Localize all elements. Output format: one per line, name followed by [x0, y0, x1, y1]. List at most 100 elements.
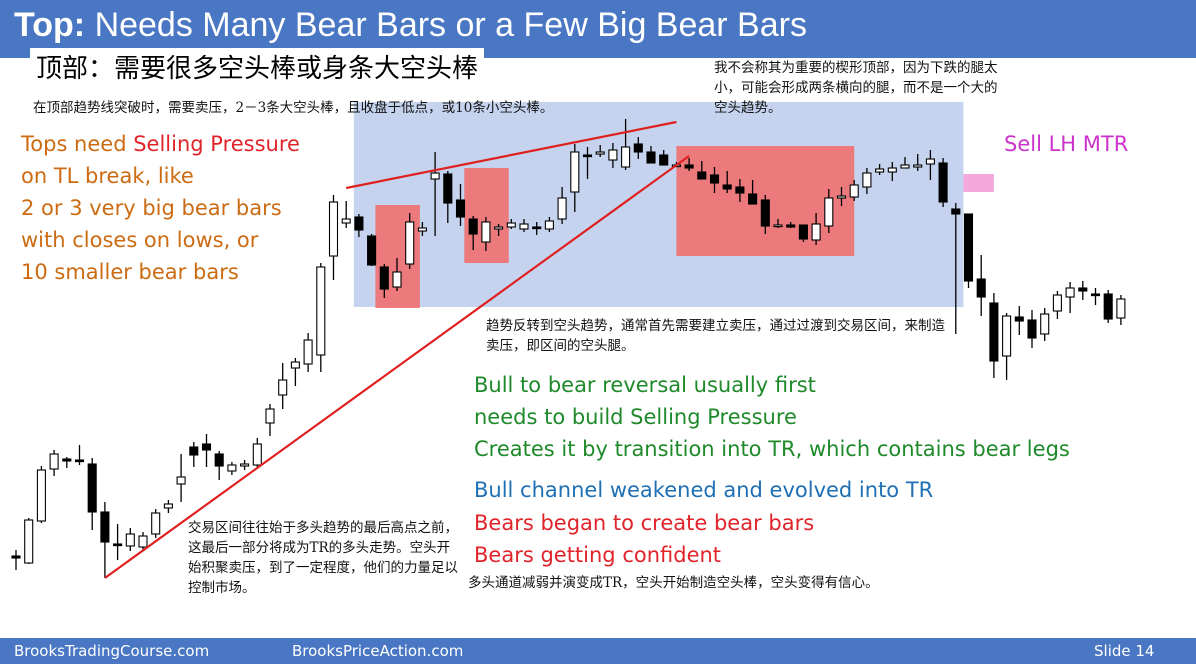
selling-pressure-highlight: Selling Pressure — [133, 132, 300, 156]
bull-candle — [49, 453, 59, 470]
bull-candle — [392, 271, 402, 288]
left-line-4: with closes on lows, or — [21, 228, 259, 252]
bear-candle — [1090, 293, 1101, 297]
bear-candle — [633, 143, 643, 153]
red-line-1: Bears began to create bear bars — [474, 511, 815, 535]
bull-candle — [913, 164, 923, 168]
bull-candle — [608, 149, 618, 161]
bull-candle — [773, 224, 783, 228]
bear-candle — [354, 216, 364, 231]
trading-range-box — [353, 102, 964, 307]
bear-candle — [113, 543, 123, 547]
bear-candle — [214, 453, 224, 467]
bear-candle — [684, 164, 694, 169]
bear-candle — [532, 226, 542, 230]
bear-candle — [722, 184, 732, 190]
left-line-1: Tops need Selling Pressure — [21, 132, 300, 156]
red-text-block: Bears began to create bear bars Bears ge… — [474, 507, 814, 571]
note-wedge-cn: 我不会称其为重要的楔形顶部，因为下跌的腿太小，可能会形成两条横向的腿，而不是一个… — [714, 60, 998, 116]
bear-candle — [760, 199, 770, 227]
trendlines — [104, 120, 690, 579]
bear-candle — [659, 154, 669, 166]
bull-candle — [176, 476, 186, 485]
candlestick-bars — [11, 119, 1126, 578]
bull-candle — [1116, 298, 1126, 319]
bull-candle — [290, 361, 300, 369]
bear-candle — [582, 154, 593, 158]
bull-candle — [875, 168, 885, 173]
bull-candle — [36, 469, 46, 522]
footer-left-site: BrooksTradingCourse.com — [14, 642, 210, 660]
bull-candle — [900, 164, 910, 169]
bull-candle — [278, 379, 288, 396]
bear-candle — [443, 173, 453, 204]
bull-candle — [252, 443, 262, 466]
bull-candle — [125, 533, 135, 547]
bull-candle — [595, 151, 605, 155]
bear-candle — [798, 224, 808, 240]
bull-candle — [24, 519, 34, 564]
bear-candle — [189, 446, 199, 456]
bull-candle — [621, 146, 631, 168]
bull-candle — [316, 266, 326, 356]
bear-candle — [989, 302, 999, 362]
bear-candle — [1078, 287, 1088, 292]
slide-title: Top: Needs Many Bear Bars or a Few Big B… — [14, 6, 807, 45]
bear-candle — [951, 208, 961, 215]
bull-candle — [417, 227, 427, 232]
note-top-cn: 在顶部趋势线突破时，需要卖压，2－3条大空头棒，且收盘于低点，或10条小空头棒。 — [33, 100, 554, 116]
bull-candle — [824, 197, 834, 227]
title-bold: Top: — [14, 6, 86, 44]
green-line-3: Creates it by transition into TR, which … — [474, 437, 1070, 461]
blue-text-line: Bull channel weakened and evolved into T… — [474, 478, 934, 502]
bull-candle — [138, 535, 148, 548]
bull-candle — [506, 222, 516, 228]
bull-candle — [1040, 313, 1050, 335]
bull-candle — [925, 158, 935, 165]
bear-candle — [62, 458, 72, 462]
bull-candle — [151, 512, 161, 535]
bear-candle — [379, 266, 389, 290]
bull-candle — [303, 339, 313, 365]
left-line-2: on TL break, like — [21, 164, 194, 188]
bull-candle — [240, 463, 250, 467]
bear-candle — [1027, 319, 1037, 339]
bear-candle — [74, 459, 85, 463]
bear-candle — [976, 278, 986, 298]
bear-candle — [367, 235, 377, 266]
bear-candle — [1103, 293, 1113, 320]
bear-candle — [11, 555, 21, 559]
title-rest: Needs Many Bear Bars or a Few Big Bear B… — [94, 6, 807, 44]
bull-candle — [430, 172, 440, 180]
left-text-block: Tops need Selling Pressure on TL break, … — [21, 128, 300, 288]
wedge-top-line — [345, 120, 677, 190]
bull-candle — [341, 218, 351, 224]
bull-candle — [570, 151, 580, 193]
bear-candle — [468, 218, 478, 235]
bull-candle — [494, 226, 504, 230]
footer-center-site: BrooksPriceAction.com — [292, 642, 464, 660]
bull-candle — [1052, 294, 1062, 312]
bull-candle — [862, 172, 872, 188]
bear-candle — [735, 186, 745, 194]
green-line-1: Bull to bear reversal usually first — [474, 373, 816, 397]
bull-candle — [1002, 315, 1012, 357]
bear-candle — [709, 174, 720, 184]
bull-candle — [265, 408, 275, 424]
bull-trendline — [104, 155, 690, 579]
red-line-2: Bears getting confident — [474, 543, 722, 567]
left-line-5: 10 smaller bear bars — [21, 260, 239, 284]
bear-candle — [1014, 316, 1024, 322]
bear-candle — [201, 443, 212, 451]
footer-bar: BrooksTradingCourse.com BrooksPriceActio… — [0, 638, 1196, 664]
slide-number: Slide 14 — [1094, 642, 1155, 660]
bull-candle — [544, 220, 554, 230]
bull-candle — [557, 197, 567, 220]
bear-candle — [697, 171, 707, 180]
bear-candle — [938, 162, 948, 203]
bull-candle — [811, 223, 821, 241]
highlight-boxes — [353, 102, 994, 308]
green-line-2: needs to build Selling Pressure — [474, 405, 797, 429]
bull-candle — [849, 184, 859, 198]
